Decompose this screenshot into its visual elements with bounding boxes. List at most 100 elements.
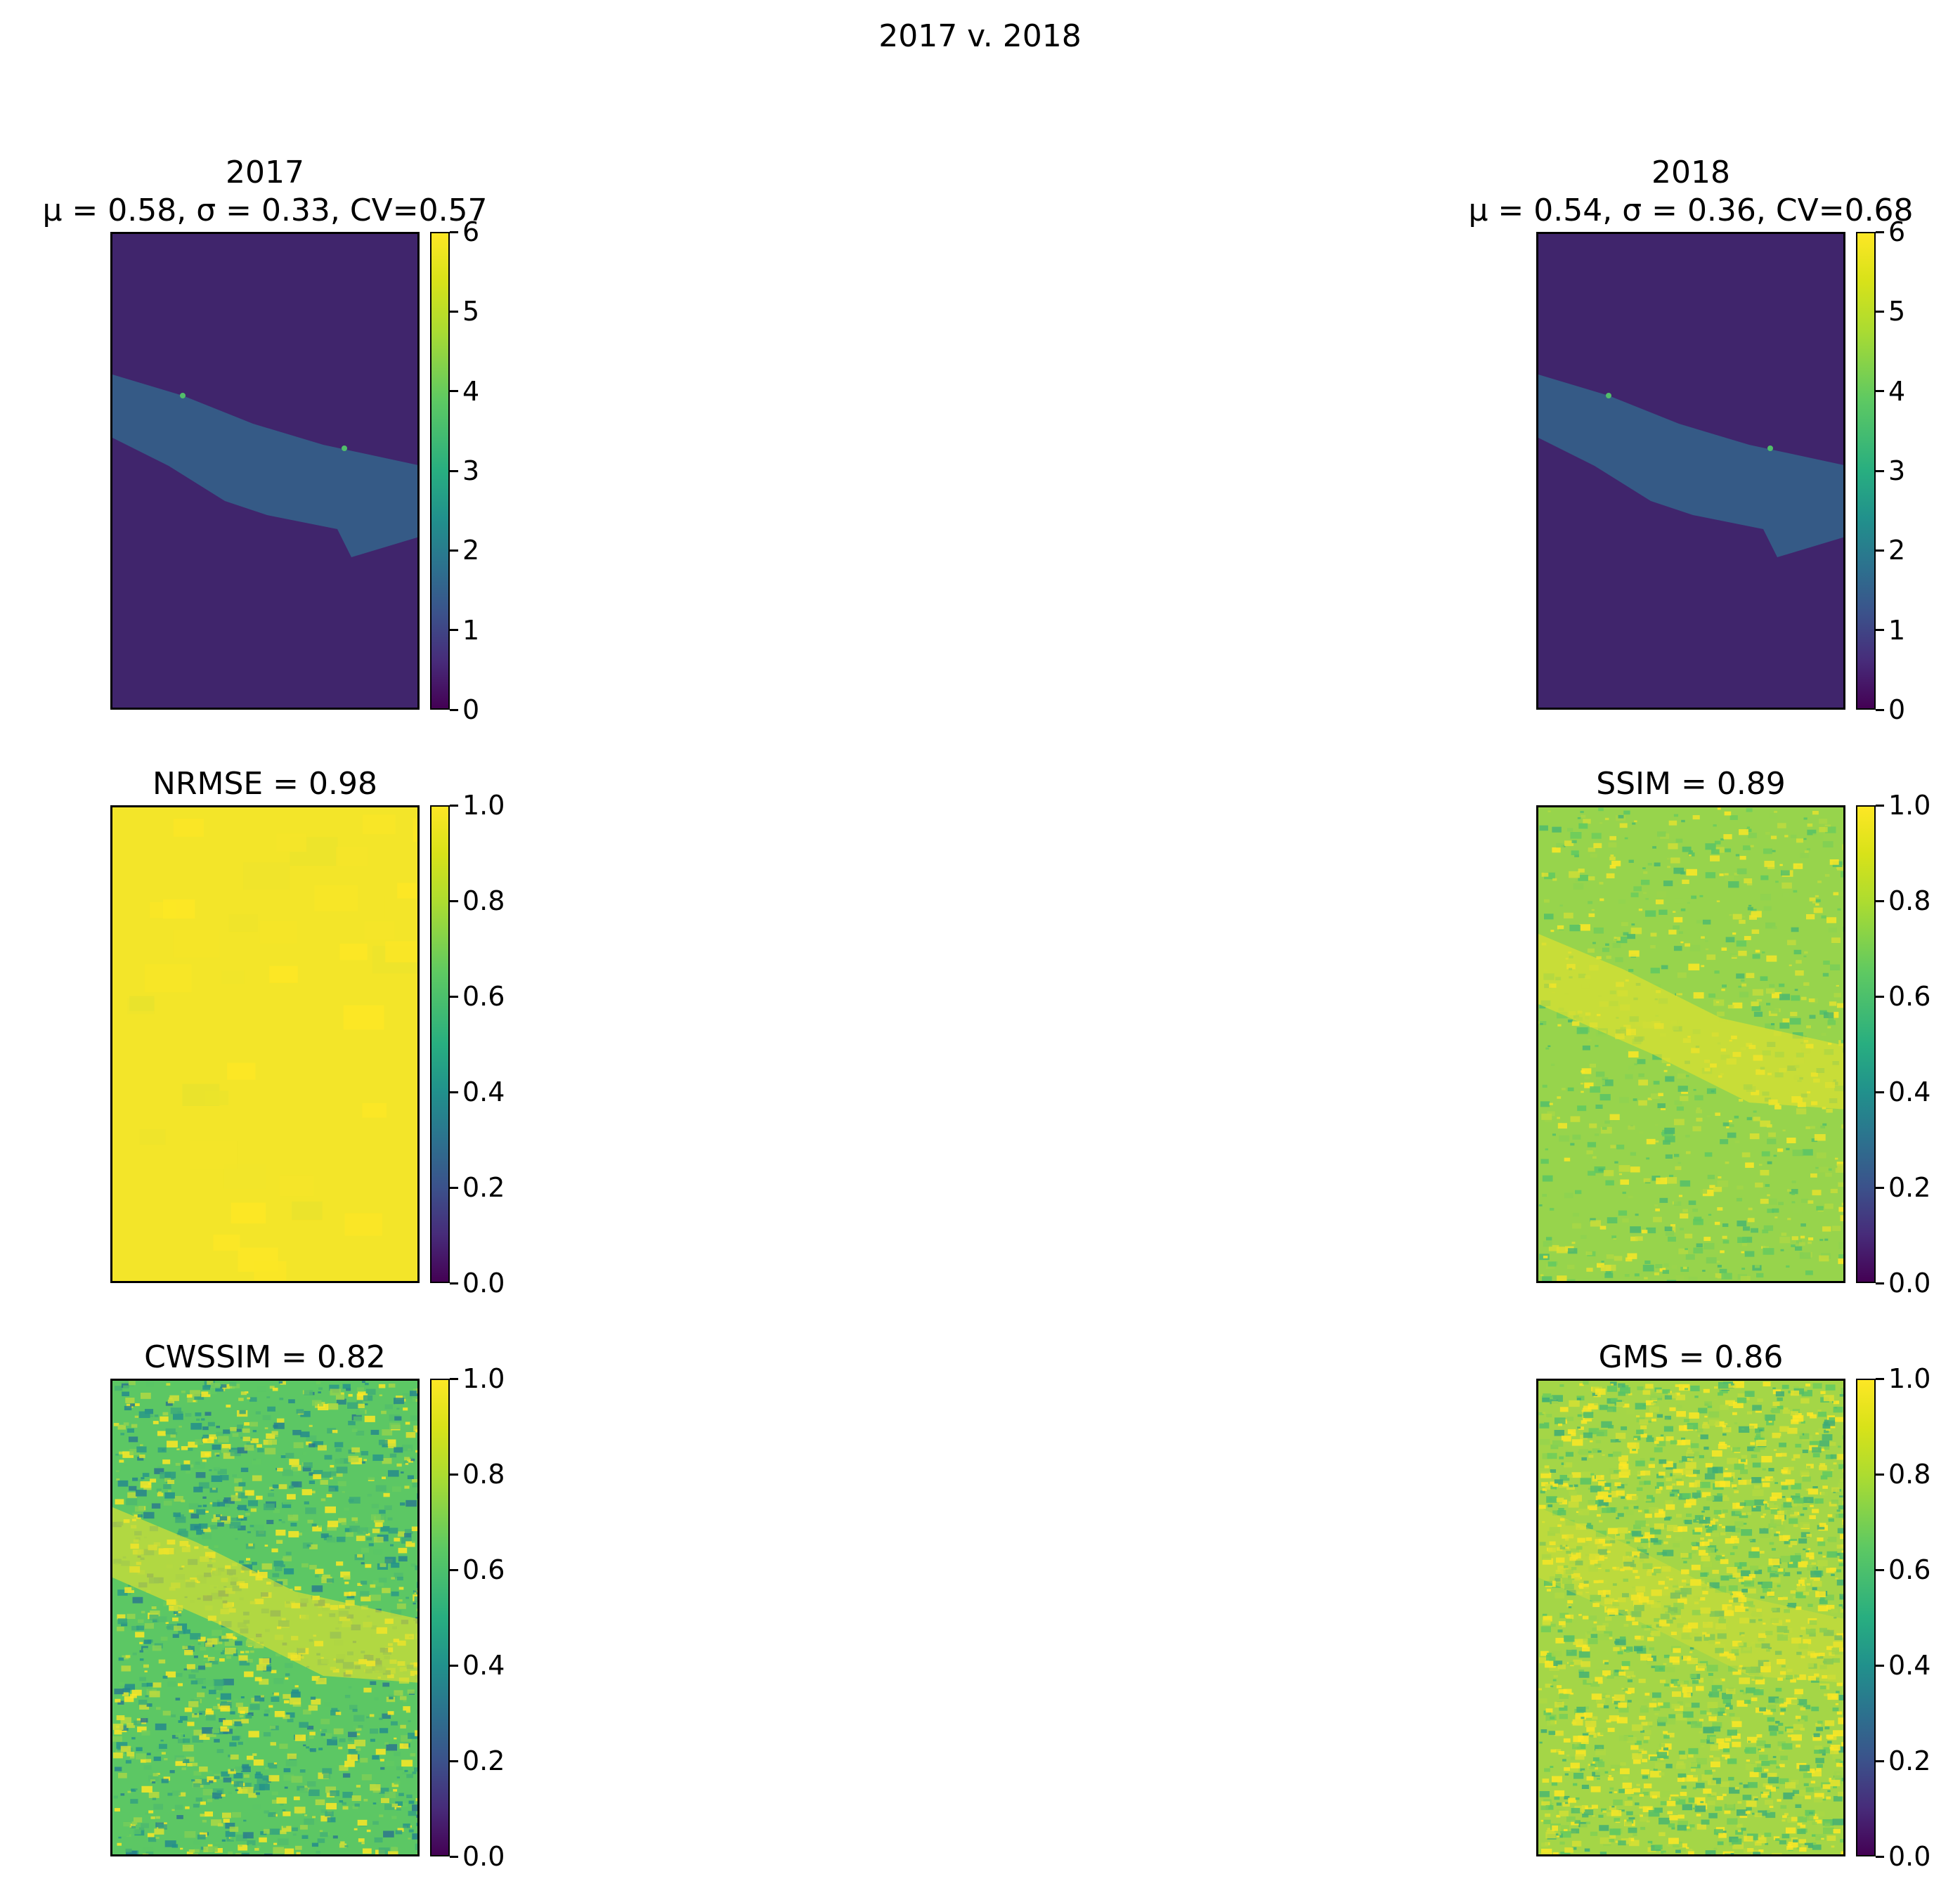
- heatmap-cell: [273, 1561, 284, 1567]
- heatmap-cell: [1798, 1538, 1808, 1544]
- heatmap-cell: [165, 1428, 176, 1435]
- heatmap-cell: [1755, 1679, 1765, 1685]
- heatmap-cell: [214, 1844, 221, 1849]
- heatmap-cell: [245, 1651, 249, 1653]
- heatmap-cell: [1595, 1668, 1606, 1675]
- heatmap-cell: [264, 1709, 270, 1713]
- heatmap-cell: [1777, 1405, 1784, 1410]
- heatmap-cell: [1728, 1585, 1738, 1592]
- heatmap-cell: [417, 1710, 420, 1714]
- heatmap-cell: [129, 1448, 141, 1455]
- heatmap-cell: [1789, 1518, 1798, 1524]
- heatmap-cell: [1645, 1843, 1651, 1847]
- heatmap-cell: [226, 1404, 231, 1408]
- heatmap-cell: [1651, 1391, 1662, 1398]
- heatmap-cell: [1835, 1703, 1839, 1705]
- heatmap-cell: [220, 1652, 225, 1655]
- heatmap-cell: [1837, 1445, 1841, 1448]
- heatmap-cell: [1812, 1580, 1822, 1587]
- heatmap-cell: [212, 1502, 220, 1507]
- heatmap-cell: [1712, 1570, 1719, 1574]
- heatmap-cell: [1646, 1437, 1654, 1443]
- heatmap-cell: [1763, 906, 1772, 911]
- heatmap-cell: [1685, 1499, 1696, 1506]
- heatmap-cell: [1721, 947, 1727, 951]
- heatmap-cell: [1654, 1486, 1659, 1489]
- heatmap-cell: [1655, 1263, 1663, 1268]
- heatmap-cell: [1659, 1459, 1667, 1464]
- heatmap-cell: [195, 1412, 202, 1417]
- heatmap-cell: [1628, 1393, 1633, 1396]
- heatmap-cell: [1728, 1599, 1734, 1603]
- heatmap-cell: [1774, 1533, 1779, 1537]
- heatmap-cell: [1705, 1533, 1711, 1537]
- heatmap-cell: [203, 1659, 207, 1662]
- heatmap-cell: [1566, 1649, 1577, 1656]
- heatmap-cell: [1659, 1679, 1666, 1684]
- heatmap-cell: [1791, 1734, 1802, 1741]
- heatmap-cell: [1572, 1552, 1576, 1555]
- heatmap-cell: [140, 1444, 143, 1447]
- heatmap-cell: [157, 1431, 166, 1436]
- heatmap-cell: [1547, 810, 1551, 812]
- heatmap-cell: [240, 1651, 245, 1653]
- heatmap-cell: [393, 1789, 398, 1792]
- heatmap-cell: [1796, 1744, 1801, 1748]
- heatmap-cell: [1545, 1047, 1550, 1050]
- heatmap-cell: [1597, 1491, 1609, 1498]
- heatmap-cell: [1642, 1806, 1653, 1812]
- heatmap-cell: [1589, 1063, 1597, 1068]
- heatmap-cell: [1841, 1851, 1843, 1854]
- heatmap-cell: [348, 1748, 358, 1754]
- heatmap-cell: [1680, 1180, 1691, 1187]
- heatmap-cell: [182, 1738, 190, 1743]
- heatmap-cell: [250, 1508, 257, 1512]
- heatmap-cell: [1733, 1597, 1742, 1603]
- heatmap-image: [112, 1381, 420, 1856]
- heatmap-cell: [159, 1743, 167, 1749]
- heatmap-cell: [1783, 1572, 1791, 1577]
- heatmap-cell: [1706, 954, 1716, 961]
- heatmap-cell: [202, 1533, 212, 1540]
- heatmap-cell: [1772, 1432, 1781, 1438]
- heatmap-cell: [419, 1703, 420, 1706]
- heatmap-cell: [1816, 1811, 1825, 1817]
- heatmap-cell: [1581, 1646, 1590, 1652]
- heatmap-cell: [1583, 1432, 1593, 1438]
- heatmap-cell: [383, 1830, 394, 1837]
- heatmap-cell: [1815, 1819, 1822, 1824]
- heatmap-cell: [1737, 1393, 1748, 1400]
- colorbar-tick-label: 0.8: [462, 885, 505, 916]
- heatmap-cell: [196, 1855, 202, 1856]
- heatmap-cell: [1736, 940, 1747, 947]
- colorbar-tick: [1876, 1568, 1884, 1571]
- heatmap-cell: [1683, 1826, 1692, 1832]
- heatmap-cell: [1632, 1815, 1640, 1820]
- heatmap-cell: [240, 1391, 247, 1396]
- heatmap-cell: [275, 1566, 283, 1571]
- heatmap-cell: [1843, 1252, 1845, 1256]
- heatmap-cell: [1704, 1473, 1715, 1480]
- heatmap-cell: [1703, 1388, 1710, 1393]
- heatmap-cell: [1577, 1398, 1581, 1400]
- heatmap-cell: [1798, 1643, 1808, 1649]
- heatmap-cell: [1595, 1440, 1602, 1443]
- heatmap-cell: [204, 1811, 214, 1817]
- heatmap-cell: [1777, 1397, 1783, 1401]
- heatmap-cell: [207, 1776, 217, 1783]
- heatmap-cell: [268, 1762, 278, 1769]
- heatmap-cell: [1763, 1248, 1774, 1255]
- heatmap-cell: [1812, 1845, 1822, 1850]
- heatmap-cell: [1741, 1428, 1745, 1431]
- heatmap-cell: [1573, 1659, 1583, 1665]
- heatmap-cell: [1808, 1200, 1814, 1204]
- heatmap-cell: [1542, 1488, 1547, 1491]
- heatmap-cell: [198, 1482, 209, 1489]
- heatmap-cell: [1756, 1740, 1766, 1746]
- heatmap-cell: [1595, 1759, 1603, 1764]
- heatmap-cell: [1623, 1506, 1629, 1510]
- heatmap-cell: [1572, 1134, 1581, 1140]
- heatmap-cell: [233, 1698, 238, 1701]
- heatmap-cell: [1675, 1514, 1682, 1518]
- heatmap-cell: [1545, 1684, 1552, 1688]
